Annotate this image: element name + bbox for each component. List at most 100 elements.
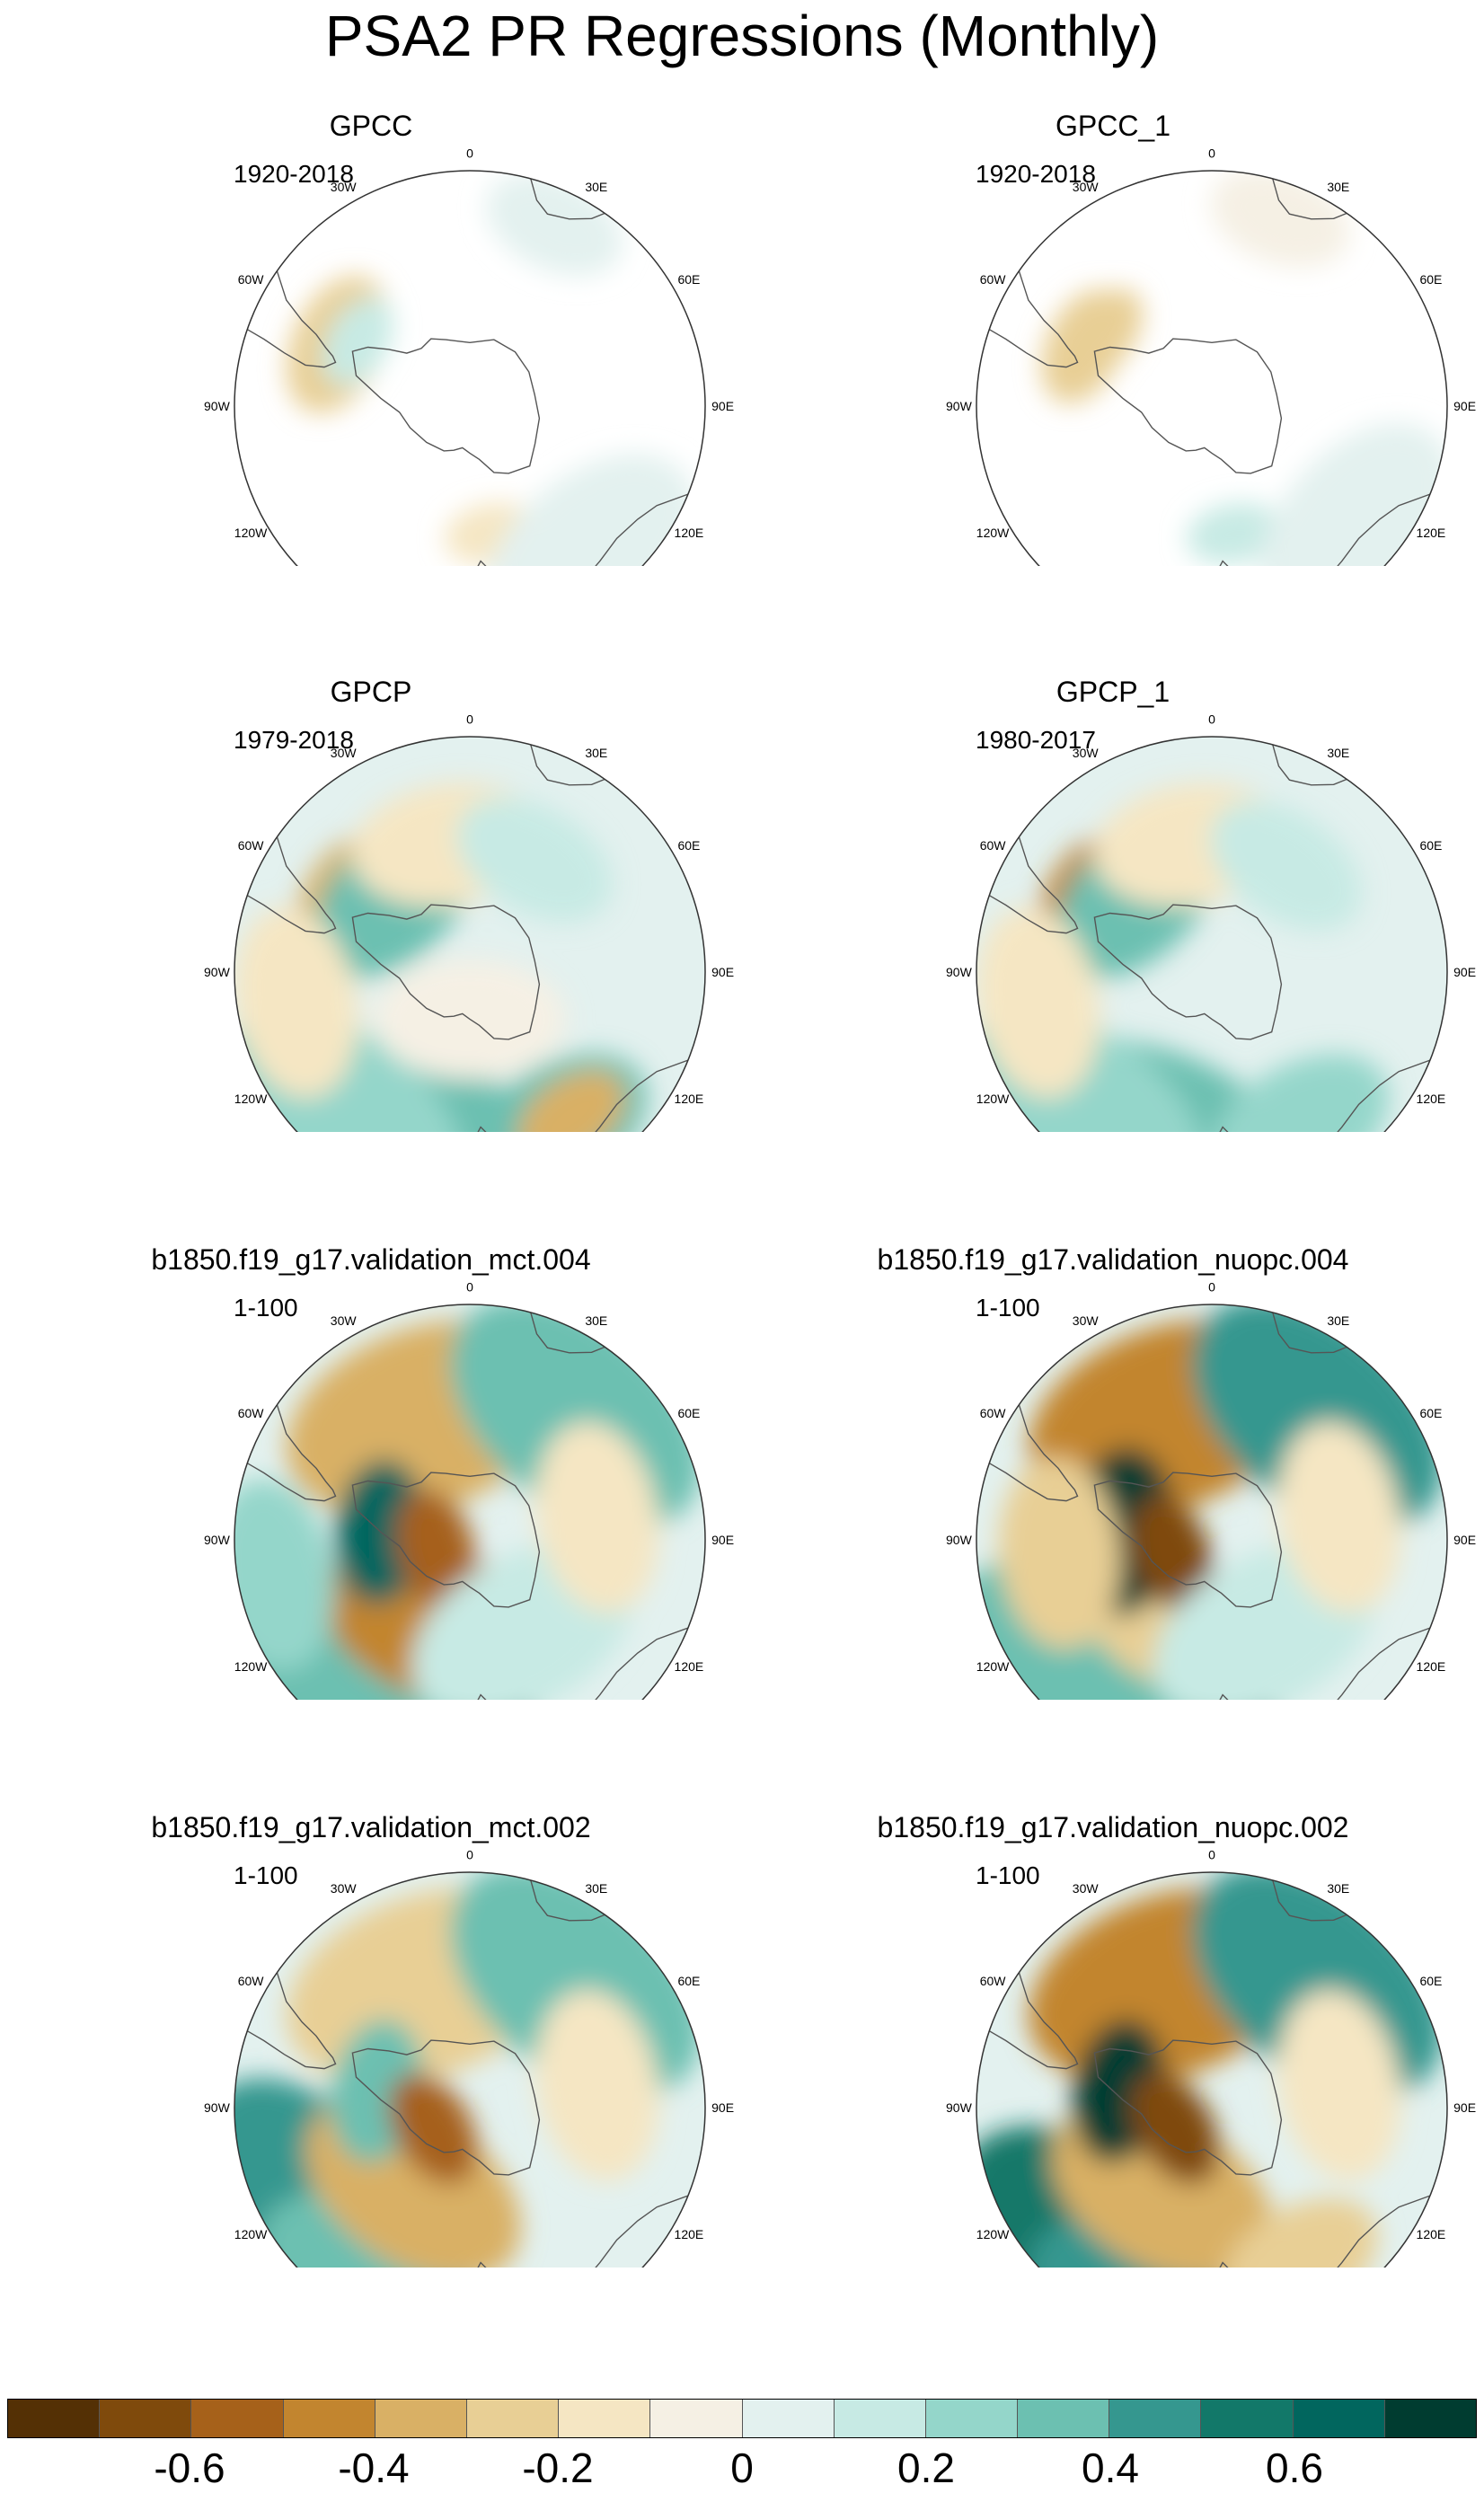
coastline-south-america — [246, 836, 337, 934]
panel-title: b1850.f19_g17.validation_nuopc.002 — [877, 1811, 1349, 1843]
colorbar-swatch — [650, 2400, 743, 2437]
colorbar-swatch — [834, 2400, 926, 2437]
map-panel-3: GPCP1979-2018030E60E90E120E150E180150W12… — [0, 566, 742, 1132]
longitude-label: 60W — [238, 272, 265, 287]
longitude-label: 0 — [466, 1847, 473, 1861]
colorbar-swatch — [1018, 2400, 1110, 2437]
anomaly-blob — [535, 1989, 659, 2181]
longitude-label: 90E — [1453, 965, 1476, 979]
coastline-australia — [1327, 1059, 1431, 1132]
coastline-africa — [530, 178, 605, 220]
colorbar-swatch — [8, 2400, 101, 2437]
map-panel-6: b1850.f19_g17.validation_nuopc.004 1-100 0… — [742, 1134, 1484, 1700]
longitude-label: 30E — [585, 746, 607, 760]
polar-map: 030E60E90E120E150E180150W120W90W60W30W — [946, 712, 1476, 1132]
longitude-label: 60W — [238, 1406, 265, 1420]
coastline-antarctica — [1093, 2039, 1283, 2176]
longitude-label: 120W — [976, 1659, 1010, 1674]
anomaly-blob — [535, 1421, 659, 1613]
longitude-label: 30E — [1327, 746, 1349, 760]
polar-map: 030E60E90E120E150E180150W120W90W60W30W — [204, 712, 734, 1132]
longitude-label: 60W — [980, 838, 1007, 853]
map-border — [234, 1871, 706, 2268]
longitude-label: 90W — [946, 399, 973, 413]
colorbar-swatch — [191, 2400, 284, 2437]
longitude-label: 60E — [1419, 1974, 1442, 1988]
coastline-africa — [1272, 1312, 1347, 1354]
panel-title: GPCC — [329, 110, 413, 142]
coastline-antarctica — [351, 2039, 541, 2176]
map-border — [976, 170, 1448, 566]
map-border — [234, 1304, 706, 1700]
coastline-south-america — [246, 1972, 337, 2070]
coastline-antarctica — [1093, 338, 1283, 474]
colorbar-tick-label: -0.6 — [154, 2444, 225, 2491]
map-border — [234, 736, 706, 1132]
longitude-label: 120E — [1417, 526, 1446, 540]
longitude-label: 30W — [331, 180, 358, 194]
colorbar-swatch — [1201, 2400, 1294, 2437]
longitude-label: 90E — [1453, 1533, 1476, 1547]
longitude-label: 30W — [1073, 180, 1100, 194]
coastline-africa — [530, 744, 605, 786]
figure-title: PSA2 PR Regressions (Monthly) — [324, 4, 1160, 68]
longitude-label: 90W — [946, 1533, 973, 1547]
anomaly-blob — [998, 1456, 1120, 1649]
longitude-label: 60E — [677, 1974, 700, 1988]
longitude-label: 90W — [204, 399, 231, 413]
colorbar-tick-label: 0 — [730, 2444, 754, 2491]
panel-period: 1920-2018 — [234, 160, 354, 188]
longitude-label: 0 — [466, 712, 473, 726]
longitude-label: 30E — [585, 1313, 607, 1328]
longitude-label: 120E — [675, 1659, 704, 1674]
coastline-new-zealand — [474, 560, 503, 566]
coastline-australia — [585, 1627, 689, 1700]
coastline-australia — [1327, 2195, 1431, 2268]
map-panel-7: b1850.f19_g17.validation_mct.002 1-100 0 30… — [0, 1702, 742, 2268]
longitude-label: 90E — [1453, 2100, 1476, 2115]
coastline-south-america — [988, 1404, 1079, 1502]
coastline-australia — [585, 1059, 689, 1132]
coastline-new-zealand — [1216, 1126, 1245, 1132]
panel-period: 1980-2017 — [976, 726, 1096, 754]
longitude-label: 30W — [1073, 746, 1100, 760]
anomaly-blob — [1131, 1496, 1214, 1613]
panel-period: 1979-2018 — [234, 726, 354, 754]
coastline-new-zealand — [1216, 2261, 1245, 2268]
panel-title: b1850.f19_g17.validation_nuopc.004 — [877, 1243, 1349, 1276]
longitude-label: 60E — [1419, 838, 1442, 853]
longitude-label: 60E — [677, 1406, 700, 1420]
coastline-antarctica — [351, 904, 541, 1040]
coastline-south-america — [988, 836, 1079, 934]
longitude-label: 0 — [1208, 712, 1215, 726]
longitude-label: 30E — [1327, 1313, 1349, 1328]
anomaly-blob — [1211, 1054, 1390, 1132]
anomaly-blob — [1277, 1989, 1401, 2181]
coastline-antarctica — [1093, 904, 1283, 1040]
anomaly-blob — [486, 454, 695, 566]
longitude-label: 120W — [234, 526, 268, 540]
longitude-label: 90W — [204, 2100, 231, 2115]
map-border — [976, 1871, 1448, 2268]
coastline-australia — [585, 2195, 689, 2268]
longitude-label: 0 — [1208, 146, 1215, 160]
anomaly-blob — [517, 1070, 625, 1132]
anomaly-blob — [1186, 502, 1283, 565]
colorbar-swatch — [925, 2400, 1019, 2437]
anomaly-blob — [1222, 2197, 1378, 2268]
longitude-label: 90W — [204, 965, 231, 979]
longitude-label: 60E — [1419, 1406, 1442, 1420]
longitude-label: 60W — [980, 1406, 1007, 1420]
polar-map: 030E60E90E120E150E180150W120W90W60W30W — [946, 1279, 1476, 1700]
anomaly-blob — [976, 906, 1100, 1099]
coastline-africa — [1272, 1879, 1347, 1922]
colorbar-tick-label: 0.4 — [1082, 2444, 1139, 2491]
map-border — [976, 1304, 1448, 1700]
colorbar-tick-label: -0.4 — [338, 2444, 410, 2491]
anomaly-blob — [456, 798, 613, 923]
longitude-label: 0 — [466, 146, 473, 160]
panel-period: 1920-2018 — [976, 160, 1096, 188]
longitude-label: 120E — [675, 526, 704, 540]
longitude-label: 30E — [1327, 180, 1349, 194]
longitude-label: 120W — [976, 1092, 1010, 1106]
